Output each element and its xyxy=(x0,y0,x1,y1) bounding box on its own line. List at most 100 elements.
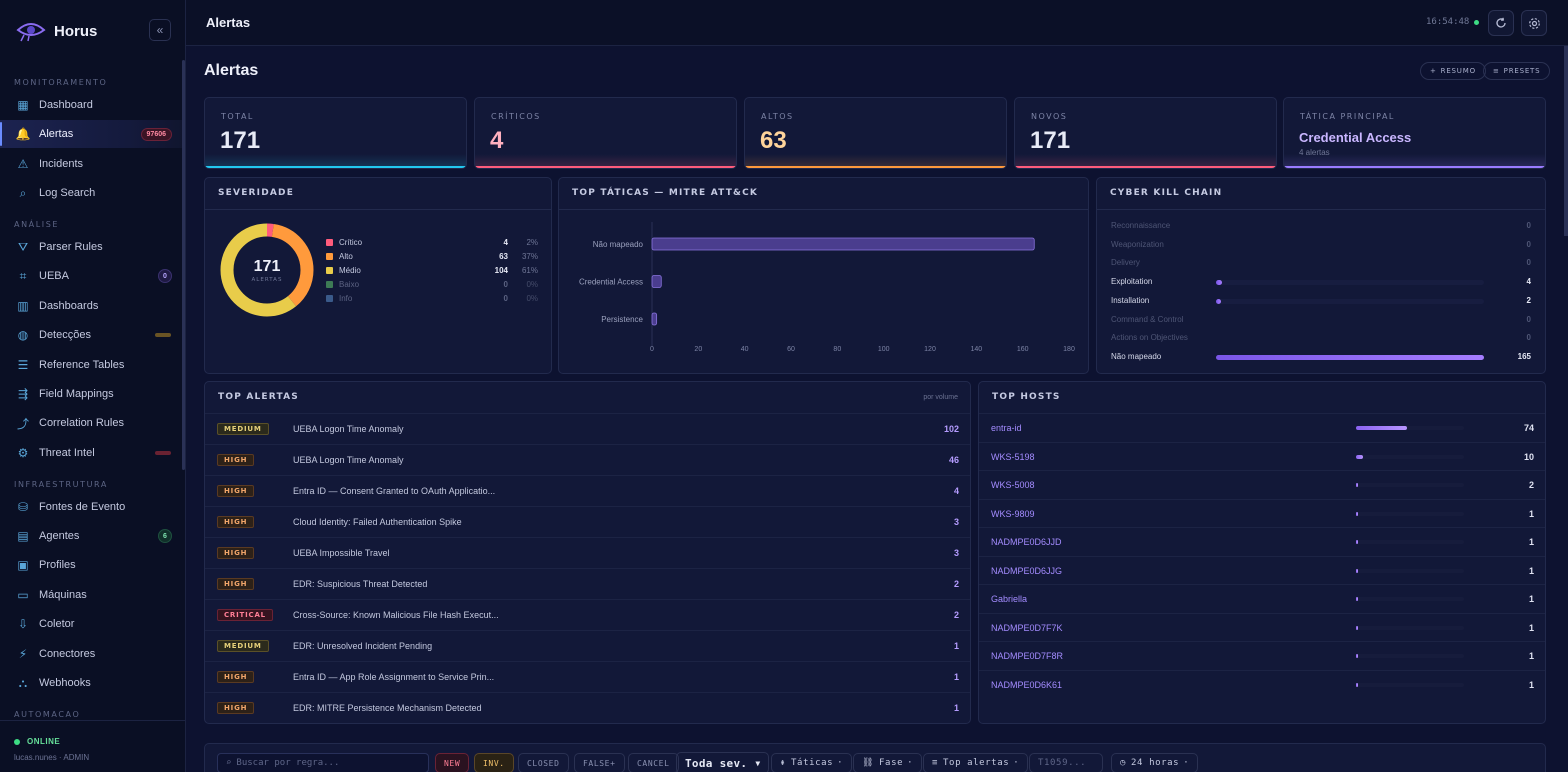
brand[interactable]: Horus xyxy=(16,18,97,44)
sidebar-item-alertas[interactable]: 🔔 Alertas 97606 xyxy=(0,120,184,148)
sidebar-item-label: Coletor xyxy=(39,618,75,630)
kill-chain-row[interactable]: Exploitation 4 xyxy=(1111,277,1531,289)
sidebar-item-dashboards[interactable]: ▥ Dashboards xyxy=(0,292,184,320)
alert-row[interactable]: CRITICAL Cross-Source: Known Malicious Fi… xyxy=(205,599,970,630)
resumo-button[interactable]: + RESUMO xyxy=(1420,62,1486,80)
kill-chain-count: 4 xyxy=(1526,277,1531,287)
id-card-icon: ▣ xyxy=(17,558,29,572)
collapse-sidebar-button[interactable]: « xyxy=(149,19,171,41)
status-chip-inv[interactable]: INV. xyxy=(474,753,514,772)
status-chip-closed[interactable]: CLOSED xyxy=(518,753,569,772)
sidebar-item-webhooks[interactable]: ⛬ Webhooks xyxy=(0,669,184,697)
host-row[interactable]: entra-id 74 xyxy=(979,413,1545,442)
stat-card-novos[interactable]: NOVOS 171 xyxy=(1014,97,1277,169)
stat-accent-bar xyxy=(1015,166,1276,168)
host-count: 74 xyxy=(1523,423,1534,433)
sidebar-item-conectores[interactable]: ⚡ Conectores xyxy=(0,640,184,668)
severity-legend-row[interactable]: Info 0 0% xyxy=(326,292,539,304)
host-row[interactable]: NADMPE0D7F8R 1 xyxy=(979,641,1545,670)
technique-input[interactable]: T1059... xyxy=(1029,753,1103,772)
sidebar-item-label: Webhooks xyxy=(39,677,91,689)
current-user[interactable]: lucas.nunes · ADMIN xyxy=(14,753,90,762)
severity-select[interactable]: Toda sev. ▼ xyxy=(676,752,770,772)
stat-card-t-tica-principal[interactable]: TÁTICA PRINCIPAL Credential Access 4 alert… xyxy=(1283,97,1546,169)
time-range-select[interactable]: ◷ 24 horas · xyxy=(1111,753,1199,772)
rule-search-input[interactable]: ⌕ Buscar por regra... xyxy=(217,753,429,772)
severity-legend-row[interactable]: Médio 104 61% xyxy=(326,264,539,276)
kill-chain-row[interactable]: Delivery 0 xyxy=(1111,258,1531,270)
stat-card-total[interactable]: TOTAL 171 xyxy=(204,97,467,169)
sidebar-item-correlation-rules[interactable]: ⤴ Correlation Rules xyxy=(0,409,184,437)
search-placeholder: Buscar por regra... xyxy=(236,758,340,768)
host-row[interactable]: NADMPE0D6JJG 1 xyxy=(979,555,1545,585)
kill-chain-row[interactable]: Reconnaissance 0 xyxy=(1111,221,1531,233)
sidebar-item-profiles[interactable]: ▣ Profiles xyxy=(0,551,184,579)
alert-row[interactable]: HIGH Entra ID — App Role Assignment to Se… xyxy=(205,661,970,692)
settings-button[interactable] xyxy=(1521,10,1547,36)
tactics-filter[interactable]: ⇞ Táticas · xyxy=(771,753,853,772)
host-row[interactable]: WKS-5008 2 xyxy=(979,470,1545,499)
stat-value: Credential Access xyxy=(1299,130,1412,145)
severity-legend-row[interactable]: Crítico 4 2% xyxy=(326,236,539,248)
status-chip-false[interactable]: FALSE+ xyxy=(574,753,625,772)
alert-row[interactable]: HIGH Cloud Identity: Failed Authenticatio… xyxy=(205,506,970,537)
host-row[interactable]: Gabriella 1 xyxy=(979,584,1545,613)
category-label: Persistence xyxy=(601,315,643,324)
sidebar-item-agentes[interactable]: ▤ Agentes 6 xyxy=(0,522,184,550)
host-row[interactable]: NADMPE0D6K61 1 xyxy=(979,669,1545,699)
sidebar-item-threat-intel[interactable]: ⚙ Threat Intel xyxy=(0,439,184,467)
alert-row[interactable]: HIGH UEBA Impossible Travel 3 xyxy=(205,537,970,568)
alert-name: Entra ID — App Role Assignment to Servic… xyxy=(293,672,495,682)
main-scrollbar[interactable] xyxy=(1564,46,1568,236)
sidebar-item-parser-rules[interactable]: ⛛ Parser Rules xyxy=(0,233,184,261)
sidebar-item-incidents[interactable]: ⚠ Incidents xyxy=(0,150,184,178)
kill-chain-row[interactable]: Não mapeado 165 xyxy=(1111,352,1531,364)
alert-row[interactable]: HIGH EDR: Suspicious Threat Detected 2 xyxy=(205,568,970,599)
presets-button[interactable]: ≡ PRESETS xyxy=(1483,62,1551,80)
host-row[interactable]: NADMPE0D6JJD 1 xyxy=(979,527,1545,556)
host-row[interactable]: NADMPE0D7F7K 1 xyxy=(979,612,1545,642)
stat-card-altos[interactable]: ALTOS 63 xyxy=(744,97,1007,169)
status-chip-new[interactable]: NEW xyxy=(435,753,470,772)
stat-card-cr-ticos[interactable]: CRÍTICOS 4 xyxy=(474,97,737,169)
sidebar-item-dashboard[interactable]: ▦ Dashboard xyxy=(0,91,184,119)
sidebar-item-ueba[interactable]: ⌗ UEBA 0 xyxy=(0,262,184,290)
tactic-bar[interactable] xyxy=(651,237,1035,251)
kill-chain-row[interactable]: Installation 2 xyxy=(1111,296,1531,308)
sidebar-item-log-search[interactable]: ⌕ Log Search xyxy=(0,179,184,207)
donut-slice-alto[interactable] xyxy=(220,223,314,317)
host-row[interactable]: WKS-5198 10 xyxy=(979,441,1545,471)
donut-slice-médio[interactable] xyxy=(220,223,314,317)
sidebar-item-m-quinas[interactable]: ▭ Máquinas xyxy=(0,581,184,609)
phase-filter[interactable]: ⛓ Fase · xyxy=(853,753,923,772)
table-icon: ☰ xyxy=(17,358,29,372)
host-fill xyxy=(1356,454,1363,459)
alert-row[interactable]: HIGH UEBA Logon Time Anomaly 46 xyxy=(205,444,970,475)
alert-row[interactable]: HIGH Entra ID — Consent Granted to OAuth … xyxy=(205,475,970,506)
alert-row[interactable]: MEDIUM EDR: Unresolved Incident Pending 1 xyxy=(205,630,970,661)
sidebar-item-coletor[interactable]: ⇩ Coletor xyxy=(0,610,184,638)
tactic-bar[interactable] xyxy=(651,275,662,288)
sidebar-item-field-mappings[interactable]: ⇶ Field Mappings xyxy=(0,380,184,408)
severity-legend-row[interactable]: Baixo 0 0% xyxy=(326,278,539,290)
sidebar-item-detec-es[interactable]: ◍ Detecções xyxy=(0,321,184,349)
status-chip-cancel[interactable]: CANCEL xyxy=(628,753,679,772)
top-alerts-filter[interactable]: ≡ Top alertas · xyxy=(923,753,1029,772)
list-icon: ≡ xyxy=(932,758,939,768)
refresh-button[interactable] xyxy=(1488,10,1514,36)
severity-legend-row[interactable]: Alto 63 37% xyxy=(326,250,539,262)
section-infra: INFRAESTRUTURA xyxy=(14,480,108,489)
kill-chain-row[interactable]: Command & Control 0 xyxy=(1111,315,1531,327)
kill-chain-row[interactable]: Actions on Objectives 0 xyxy=(1111,333,1531,345)
alert-row[interactable]: MEDIUM UEBA Logon Time Anomaly 102 xyxy=(205,413,970,444)
sidebar-scrollbar[interactable] xyxy=(182,60,185,470)
legend-swatch xyxy=(326,294,333,302)
alert-row[interactable]: HIGH EDR: MITRE Persistence Mechanism Det… xyxy=(205,692,970,723)
sidebar-item-fontes-de-evento[interactable]: ⛁ Fontes de Evento xyxy=(0,493,184,521)
host-row[interactable]: WKS-9809 1 xyxy=(979,498,1545,528)
kill-chain-row[interactable]: Weaponization 0 xyxy=(1111,240,1531,252)
tactic-bar[interactable] xyxy=(651,312,658,326)
sidebar-item-label: Correlation Rules xyxy=(39,417,124,429)
host-fill xyxy=(1356,625,1358,630)
sidebar-item-reference-tables[interactable]: ☰ Reference Tables xyxy=(0,351,184,379)
